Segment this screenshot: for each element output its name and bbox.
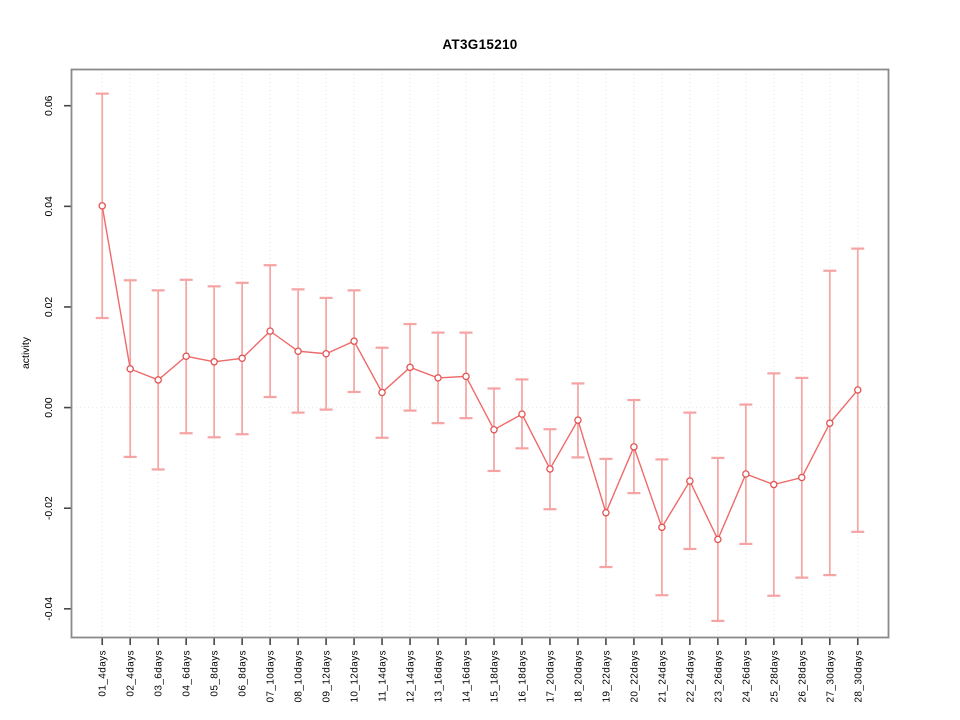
x-tick-label: 03_6days (154, 650, 165, 697)
data-point-marker (238, 354, 246, 363)
x-tick-label: 07_10days (266, 650, 277, 703)
x-tick-label: 02_4days (126, 650, 137, 697)
x-tick-label: 24_26days (741, 650, 752, 703)
x-tick-label: 17_20days (545, 650, 556, 703)
x-tick-label: 12_14days (406, 650, 417, 703)
data-point-marker (854, 386, 862, 394)
x-tick-label: 01_4days (98, 650, 109, 697)
y-tick-label: 0.02 (43, 297, 55, 318)
data-point-marker (154, 376, 162, 384)
x-tick-label: 23_26days (713, 650, 724, 703)
data-point-marker (714, 535, 722, 544)
data-point-marker (686, 477, 694, 485)
series-line (101, 205, 859, 542)
data-point-marker (630, 443, 638, 451)
x-tick-label: 11_14days (378, 650, 389, 702)
x-tick-label: 14_16days (462, 650, 473, 703)
plot-box (70, 68, 890, 639)
y-tick-label: -0.02 (43, 496, 55, 520)
x-tick-label: 05_8days (210, 650, 221, 697)
data-point-marker (798, 473, 806, 482)
data-point-marker (126, 365, 134, 373)
data-point-marker (98, 202, 106, 210)
x-tick-label: 06_8days (238, 650, 249, 697)
data-point-marker (350, 337, 358, 345)
y-tick-label: 0.06 (43, 95, 55, 116)
data-point-marker (210, 358, 218, 366)
x-tick-label: 08_10days (294, 650, 305, 703)
x-tick-label: 21_24days (657, 650, 668, 703)
chart-title: AT3G15210 (442, 37, 518, 52)
x-tick-label: 20_22days (629, 650, 640, 703)
y-tick-label: 0.04 (43, 196, 55, 217)
x-tick-label: 18_20days (573, 650, 584, 703)
x-tick-label: 26_28days (797, 650, 808, 703)
data-point-marker (266, 327, 274, 335)
data-point-marker (770, 480, 778, 489)
data-point-marker (490, 425, 498, 434)
x-tick-label: 19_22days (601, 650, 612, 703)
data-point-marker (378, 388, 386, 397)
x-tick-label: 10_12days (350, 650, 361, 703)
data-point-marker (826, 419, 834, 427)
y-tick-label: -0.04 (43, 597, 55, 621)
x-tick-label: 15_18days (489, 650, 500, 703)
data-point-marker (742, 470, 750, 478)
x-tick-label: 04_6days (182, 650, 193, 697)
data-point-marker (546, 465, 554, 473)
data-point-marker (322, 350, 330, 358)
x-tick-label: 22_24days (685, 650, 696, 703)
data-point-marker (518, 410, 526, 418)
x-tick-label: 27_30days (825, 650, 836, 703)
x-tick-label: 09_12days (322, 650, 333, 703)
y-tick-label: 0.00 (43, 397, 55, 418)
data-point-marker (406, 363, 414, 372)
data-point-marker (434, 374, 442, 382)
data-point-marker (182, 352, 190, 361)
data-point-marker (574, 416, 582, 424)
data-point-marker (658, 523, 666, 532)
data-point-marker (462, 372, 470, 381)
x-tick-label: 28_30days (853, 650, 864, 703)
x-tick-label: 25_28days (769, 650, 780, 703)
data-point-marker (602, 508, 610, 517)
data-point-marker (294, 347, 302, 355)
x-tick-label: 13_16days (434, 650, 445, 703)
x-tick-label: 16_18days (517, 650, 528, 703)
